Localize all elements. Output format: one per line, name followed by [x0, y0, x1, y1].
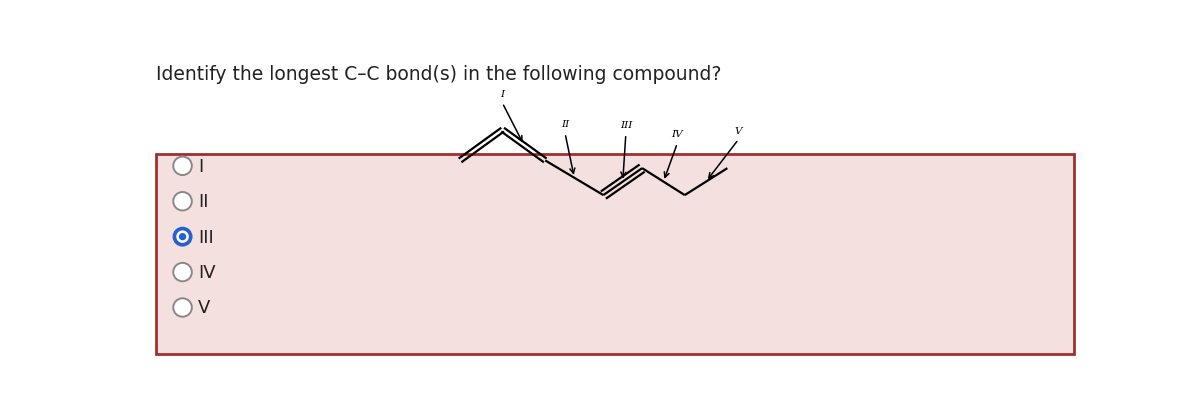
Text: II: II: [560, 120, 569, 129]
Text: I: I: [198, 158, 203, 175]
Circle shape: [173, 192, 192, 211]
Circle shape: [173, 157, 192, 176]
Circle shape: [173, 263, 192, 282]
Text: III: III: [619, 121, 632, 130]
Text: I: I: [500, 90, 504, 99]
Text: III: III: [198, 228, 214, 246]
Text: Identify the longest C–C bond(s) in the following compound?: Identify the longest C–C bond(s) in the …: [156, 65, 721, 84]
Circle shape: [180, 234, 186, 240]
Circle shape: [173, 228, 192, 246]
Text: IV: IV: [672, 130, 683, 139]
Text: V: V: [198, 299, 210, 317]
Text: V: V: [734, 126, 743, 135]
FancyBboxPatch shape: [156, 154, 1074, 354]
Text: II: II: [198, 193, 209, 211]
Circle shape: [176, 231, 188, 243]
Text: IV: IV: [198, 263, 216, 282]
Circle shape: [173, 298, 192, 317]
